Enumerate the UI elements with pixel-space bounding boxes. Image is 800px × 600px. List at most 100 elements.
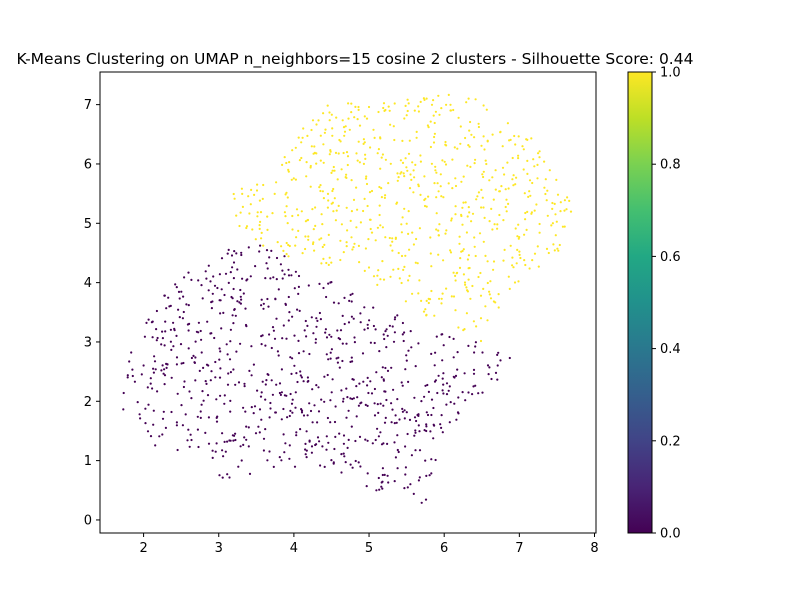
- scatter-point-cluster-1: [438, 113, 441, 116]
- scatter-point-cluster-1: [285, 252, 288, 256]
- scatter-point-cluster-0: [357, 461, 360, 464]
- scatter-point-cluster-1: [482, 135, 485, 138]
- scatter-point-cluster-0: [146, 386, 149, 389]
- scatter-point-cluster-0: [384, 330, 387, 333]
- scatter-point-cluster-0: [425, 474, 428, 477]
- scatter-point-cluster-1: [304, 247, 307, 251]
- scatter-point-cluster-0: [196, 415, 199, 418]
- x-axis-ticks: 2 3 4 5 6 7 8: [139, 533, 599, 556]
- scatter-point-cluster-0: [234, 432, 237, 435]
- scatter-point-cluster-0: [471, 393, 474, 396]
- scatter-point-cluster-0: [240, 251, 243, 254]
- scatter-point-cluster-1: [334, 151, 338, 154]
- scatter-point-cluster-0: [425, 423, 428, 426]
- scatter-point-cluster-0: [383, 421, 387, 424]
- scatter-point-cluster-0: [434, 458, 437, 462]
- scatter-point-cluster-0: [396, 448, 399, 452]
- scatter-point-cluster-0: [467, 391, 470, 394]
- scatter-point-cluster-0: [215, 420, 219, 423]
- scatter-point-cluster-0: [144, 422, 147, 425]
- scatter-point-cluster-0: [434, 351, 437, 354]
- scatter-point-cluster-1: [356, 208, 359, 211]
- scatter-point-cluster-1: [406, 109, 409, 113]
- scatter-point-cluster-0: [326, 373, 329, 377]
- scatter-point-cluster-0: [394, 414, 397, 417]
- scatter-point-cluster-1: [528, 179, 532, 182]
- scatter-point-cluster-0: [190, 397, 193, 400]
- scatter-point-cluster-0: [269, 401, 272, 405]
- scatter-point-cluster-0: [442, 383, 445, 386]
- scatter-point-cluster-0: [261, 334, 264, 337]
- scatter-point-cluster-1: [306, 134, 309, 137]
- scatter-point-cluster-0: [496, 364, 499, 367]
- scatter-point-cluster-1: [566, 196, 569, 199]
- scatter-point-cluster-0: [291, 315, 294, 318]
- scatter-point-cluster-0: [249, 275, 252, 278]
- scatter-point-cluster-0: [385, 328, 388, 331]
- scatter-point-cluster-0: [139, 417, 142, 420]
- scatter-point-cluster-0: [349, 293, 352, 296]
- scatter-point-cluster-1: [512, 266, 515, 269]
- scatter-point-cluster-1: [256, 211, 259, 214]
- scatter-point-cluster-1: [238, 224, 241, 228]
- scatter-point-cluster-0: [442, 372, 445, 375]
- scatter-point-cluster-1: [482, 170, 485, 173]
- colorbar-tick-label: 0.2: [660, 434, 681, 449]
- scatter-point-cluster-1: [285, 241, 288, 245]
- scatter-point-cluster-0: [218, 376, 222, 379]
- scatter-point-cluster-1: [481, 173, 484, 176]
- scatter-point-cluster-0: [293, 287, 296, 290]
- scatter-point-cluster-1: [507, 187, 510, 190]
- scatter-point-cluster-0: [270, 379, 273, 382]
- scatter-point-cluster-1: [423, 98, 426, 101]
- scatter-point-cluster-0: [219, 394, 222, 397]
- scatter-point-cluster-1: [407, 152, 411, 155]
- scatter-point-cluster-0: [303, 329, 306, 332]
- scatter-point-cluster-1: [445, 229, 448, 232]
- scatter-point-cluster-1: [466, 164, 469, 167]
- scatter-point-cluster-0: [229, 410, 232, 413]
- scatter-point-cluster-1: [332, 187, 335, 191]
- scatter-point-cluster-1: [426, 124, 429, 127]
- scatter-point-cluster-1: [333, 169, 336, 172]
- scatter-point-cluster-1: [471, 212, 475, 215]
- scatter-point-cluster-0: [343, 296, 346, 299]
- scatter-point-cluster-1: [526, 159, 529, 162]
- scatter-point-cluster-0: [398, 418, 401, 421]
- scatter-point-cluster-1: [392, 125, 395, 128]
- scatter-point-cluster-1: [532, 158, 535, 161]
- scatter-point-cluster-1: [363, 197, 366, 200]
- scatter-point-cluster-1: [526, 138, 529, 141]
- scatter-point-cluster-1: [485, 162, 488, 166]
- scatter-point-cluster-0: [396, 314, 399, 317]
- scatter-point-cluster-0: [371, 442, 374, 445]
- scatter-point-cluster-0: [310, 316, 313, 319]
- scatter-point-cluster-1: [345, 176, 348, 179]
- scatter-point-cluster-0: [366, 323, 369, 326]
- scatter-point-cluster-1: [548, 169, 551, 172]
- scatter-point-cluster-0: [233, 250, 236, 253]
- scatter-point-cluster-1: [297, 214, 300, 217]
- scatter-point-cluster-0: [177, 308, 180, 311]
- scatter-point-cluster-1: [314, 206, 317, 209]
- scatter-point-cluster-1: [479, 339, 483, 343]
- scatter-point-cluster-0: [426, 383, 429, 387]
- scatter-point-cluster-0: [382, 333, 385, 336]
- scatter-point-cluster-1: [506, 122, 509, 125]
- scatter-point-cluster-0: [241, 277, 244, 280]
- scatter-point-cluster-0: [229, 439, 232, 442]
- scatter-point-cluster-0: [173, 329, 176, 332]
- scatter-point-cluster-0: [264, 398, 267, 401]
- scatter-point-cluster-1: [454, 177, 457, 180]
- scatter-point-cluster-1: [484, 254, 487, 257]
- scatter-point-cluster-1: [262, 244, 265, 247]
- scatter-point-cluster-0: [359, 465, 362, 468]
- scatter-point-cluster-1: [505, 210, 508, 213]
- scatter-point-cluster-0: [418, 430, 421, 433]
- scatter-point-cluster-1: [355, 152, 358, 155]
- scatter-point-cluster-1: [346, 163, 349, 167]
- scatter-point-cluster-0: [288, 311, 291, 314]
- scatter-point-cluster-1: [376, 274, 379, 277]
- scatter-point-cluster-0: [326, 416, 329, 420]
- scatter-point-cluster-0: [322, 286, 325, 290]
